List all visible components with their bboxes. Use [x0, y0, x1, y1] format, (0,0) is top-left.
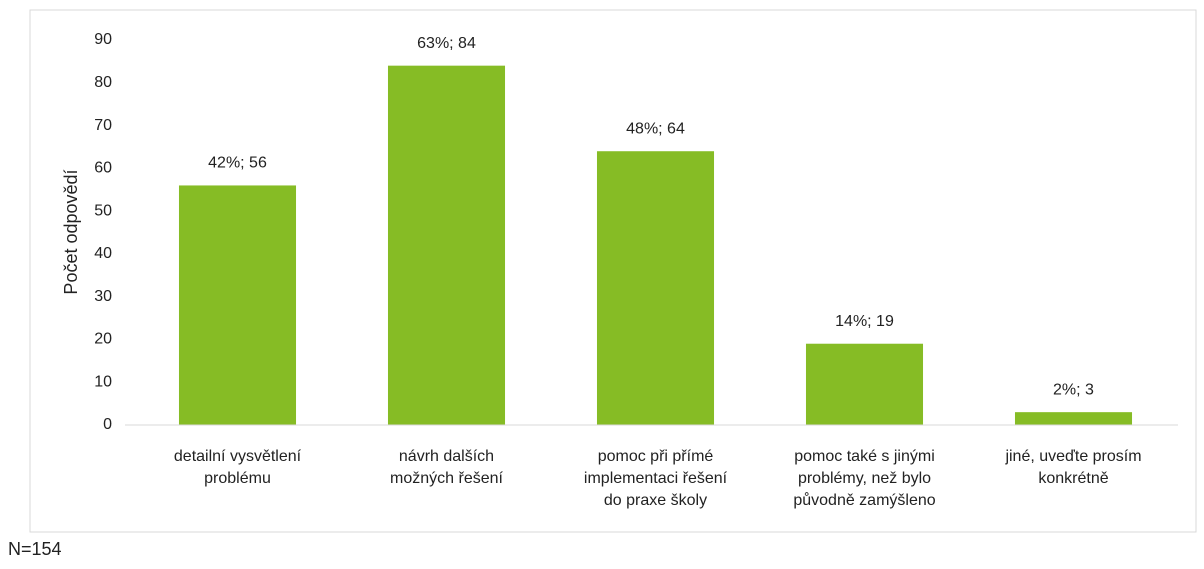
y-tick-label: 70 [94, 117, 112, 134]
data-label: 14%; 19 [835, 313, 894, 330]
data-label: 48%; 64 [626, 120, 685, 137]
bar [596, 151, 715, 425]
annotation: N=154 [8, 539, 62, 559]
y-tick-label: 30 [94, 288, 112, 305]
x-tick-label: pomoc také s jinými [794, 448, 935, 465]
x-tick-label: jiné, uveďte prosím [1004, 448, 1141, 465]
x-tick-label: možných řešení [390, 470, 503, 487]
x-tick-label: problémy, než bylo [798, 470, 931, 487]
bar [1014, 412, 1133, 425]
x-tick-label: implementaci řešení [584, 470, 728, 487]
x-tick-label: do praxe školy [604, 492, 707, 509]
y-tick-label: 40 [94, 245, 112, 262]
bar [178, 185, 297, 425]
x-tick-label: problému [204, 470, 271, 487]
data-label: 63%; 84 [417, 35, 476, 52]
bar [387, 65, 506, 426]
data-label: 2%; 3 [1053, 381, 1094, 398]
chart-frame [29, 9, 1197, 533]
x-tick-label: pomoc při přímé [598, 448, 714, 465]
y-tick-label: 60 [94, 160, 112, 177]
y-axis-label: Počet odpovědí [61, 169, 81, 294]
x-tick-label: původně zamýšleno [793, 491, 935, 509]
y-tick-label: 90 [94, 31, 112, 48]
y-tick-label: 10 [94, 373, 112, 390]
y-tick-label: 50 [94, 202, 112, 219]
x-tick-label: detailní vysvětlení [174, 448, 302, 465]
x-tick-label: návrh dalších [399, 448, 494, 465]
y-tick-label: 0 [103, 416, 112, 433]
y-tick-label: 80 [94, 74, 112, 91]
bar [805, 343, 924, 425]
y-tick-label: 20 [94, 331, 112, 348]
data-label: 42%; 56 [208, 155, 267, 172]
x-tick-label: konkrétně [1038, 470, 1108, 487]
